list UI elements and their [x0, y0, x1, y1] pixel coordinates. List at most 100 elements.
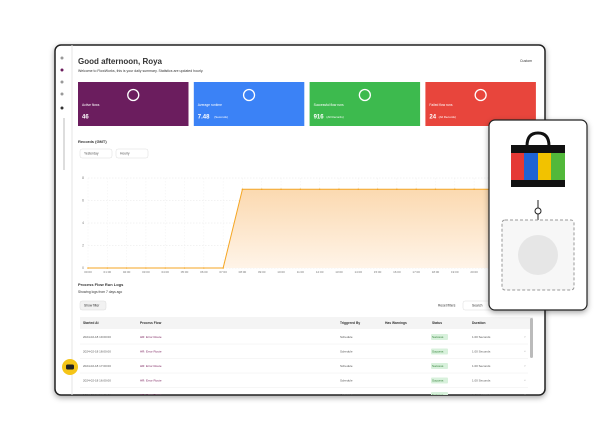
- y-tick-label: 2: [82, 243, 84, 247]
- cell-flow: HR: Error Route: [140, 364, 162, 368]
- point: [376, 188, 379, 191]
- row-expand[interactable]: ˅: [524, 393, 526, 397]
- card-note: (Seconds): [214, 115, 228, 119]
- y-tick-label: 0: [82, 266, 84, 270]
- row-expand[interactable]: ˅: [524, 378, 526, 382]
- card-value: 7.48: [198, 115, 210, 121]
- nav-icon[interactable]: [60, 80, 64, 84]
- status-badge: [431, 334, 448, 340]
- greeting: Good afternoon, Roya: [78, 57, 163, 66]
- card-icon: [127, 88, 140, 102]
- column-header: Triggered By: [340, 321, 360, 325]
- nav-icon[interactable]: [60, 106, 64, 110]
- cell-trigger: Schedule: [340, 335, 353, 339]
- cell-flow: HR: Error Route: [140, 335, 162, 339]
- filter-button-label: Show filter: [84, 303, 100, 307]
- chart-title: Records (GMT): [78, 139, 107, 144]
- subtitle: Welcome to FlowWorks, this is your daily…: [78, 69, 203, 73]
- row-expand[interactable]: ˅: [524, 364, 526, 368]
- chart-filter[interactable]: [79, 148, 113, 159]
- card-label: Successful flow runs: [314, 103, 344, 107]
- status-badge: [431, 377, 448, 384]
- connector-node: [534, 207, 542, 215]
- search-placeholder: Search: [472, 303, 483, 307]
- column-header: Process Flow: [140, 321, 162, 325]
- cell-status: Success: [432, 393, 444, 397]
- y-tick-label: 4: [82, 221, 84, 225]
- nav-icon[interactable]: [60, 68, 64, 72]
- card-label: Active flows: [82, 103, 100, 107]
- point: [357, 188, 360, 191]
- card-value: 916: [314, 115, 325, 121]
- column-header: Started At: [83, 321, 100, 325]
- filter-button[interactable]: [79, 300, 107, 311]
- bag-stripe: [551, 153, 565, 180]
- reset-button[interactable]: Reset filters: [438, 303, 456, 307]
- cell-started: 2024-02-18 17:00:00: [83, 364, 111, 368]
- row-expand[interactable]: ˅: [524, 335, 526, 339]
- cell-status: Success: [432, 378, 444, 382]
- cell-status: Success: [432, 335, 444, 339]
- status-badge: [431, 363, 448, 369]
- cell-flow: HR: Error Route: [140, 378, 162, 382]
- x-tick-label: 00:00: [84, 270, 92, 274]
- point: [396, 188, 398, 191]
- point: [434, 188, 437, 191]
- point: [203, 267, 205, 269]
- cell-duration: 1.00 Seconds: [472, 335, 491, 339]
- chart-filter[interactable]: [115, 148, 149, 159]
- x-tick-label: 09:00: [258, 270, 266, 274]
- status-badge: [431, 348, 448, 355]
- row-expand[interactable]: ˅: [524, 349, 526, 353]
- x-tick-label: 04:00: [161, 270, 169, 274]
- card-value: 46: [82, 115, 89, 121]
- cell-flow: HR: Error Route: [140, 393, 162, 397]
- x-tick-label: 10:00: [277, 270, 285, 274]
- table-subtitle: Showing logs from 7 days ago: [78, 290, 122, 294]
- bag-top: [511, 145, 565, 153]
- bag-stripe: [538, 153, 551, 180]
- status-badge: [431, 392, 448, 395]
- x-tick-label: 12:00: [316, 270, 324, 274]
- x-tick-label: 20:00: [470, 270, 478, 274]
- column-header: Duration: [472, 321, 486, 325]
- cell-trigger: Schedule: [340, 393, 353, 397]
- cell-status: Success: [432, 364, 444, 368]
- nav-icon[interactable]: [60, 56, 64, 60]
- point: [280, 188, 282, 191]
- area-line: [88, 188, 532, 269]
- chat-icon: [66, 364, 74, 370]
- bag-stripe: [511, 153, 524, 180]
- chart-filter-label: Hourly: [120, 151, 130, 155]
- point: [106, 267, 109, 269]
- table-scrollbar: [530, 318, 533, 358]
- x-tick-label: 11:00: [297, 270, 305, 274]
- x-tick-label: 15:00: [374, 270, 382, 274]
- table-title: Process Flow Run Logs: [78, 282, 124, 287]
- cell-trigger: Schedule: [340, 364, 353, 368]
- y-tick-label: 8: [82, 176, 84, 180]
- card-note: (All Records): [326, 115, 343, 119]
- x-tick-label: 16:00: [393, 270, 401, 274]
- point: [338, 188, 340, 191]
- point: [145, 267, 147, 269]
- bag-bottom: [511, 180, 565, 187]
- point: [125, 267, 128, 269]
- card-value: 24: [429, 115, 436, 121]
- chart-filter-label: Yesterday: [84, 151, 99, 155]
- area-fill: [88, 189, 532, 268]
- x-tick-label: 03:00: [142, 270, 150, 274]
- point: [183, 267, 186, 269]
- overlay-card: [488, 119, 588, 311]
- custom-button[interactable]: Custom: [520, 59, 532, 63]
- x-tick-label: 07:00: [219, 270, 227, 274]
- bag-handle: [525, 131, 551, 147]
- point: [222, 267, 224, 269]
- x-tick-label: 19:00: [451, 270, 459, 274]
- cell-trigger: Schedule: [340, 349, 353, 353]
- cell-started: 2024-02-18 18:00:00: [83, 349, 111, 353]
- point: [473, 188, 475, 191]
- nav-icon[interactable]: [60, 92, 64, 96]
- y-tick-label: 6: [82, 198, 84, 202]
